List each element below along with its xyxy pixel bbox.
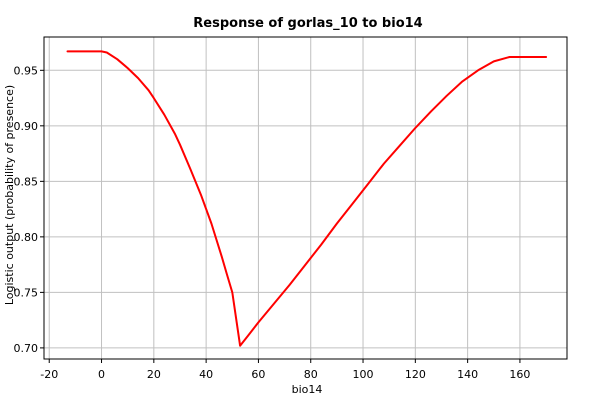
y-axis-label: Logistic output (probability of presence…	[3, 85, 16, 305]
x-tick-label: 160	[509, 368, 530, 381]
plot-area	[66, 50, 548, 347]
y-tick-label: 0.70	[14, 342, 39, 355]
y-tick-label: 0.80	[14, 231, 39, 244]
x-tick-label: 60	[251, 368, 265, 381]
y-tick-label: 0.90	[14, 120, 39, 133]
x-tick-label: 80	[304, 368, 318, 381]
y-tick-label: 0.75	[14, 286, 39, 299]
y-tick-label: 0.85	[14, 175, 39, 188]
y-axis: 0.70 0.75 0.80 0.85 0.90 0.95	[14, 64, 44, 355]
grid	[44, 37, 567, 359]
x-tick-label: 120	[405, 368, 426, 381]
x-axis-label: bio14	[292, 383, 323, 396]
x-tick-label: 40	[199, 368, 213, 381]
y-tick-label: 0.95	[14, 64, 39, 77]
response-curve	[66, 50, 548, 347]
x-tick-label: 140	[457, 368, 478, 381]
x-tick-label: -20	[40, 368, 58, 381]
x-tick-label: 20	[147, 368, 161, 381]
x-tick-label: 0	[98, 368, 105, 381]
chart-title: Response of gorlas_10 to bio14	[193, 16, 422, 31]
plot-frame	[43, 36, 568, 360]
x-tick-label: 100	[353, 368, 374, 381]
x-axis: -20 0 20 40 60 80 100 120 140 160	[40, 359, 530, 381]
